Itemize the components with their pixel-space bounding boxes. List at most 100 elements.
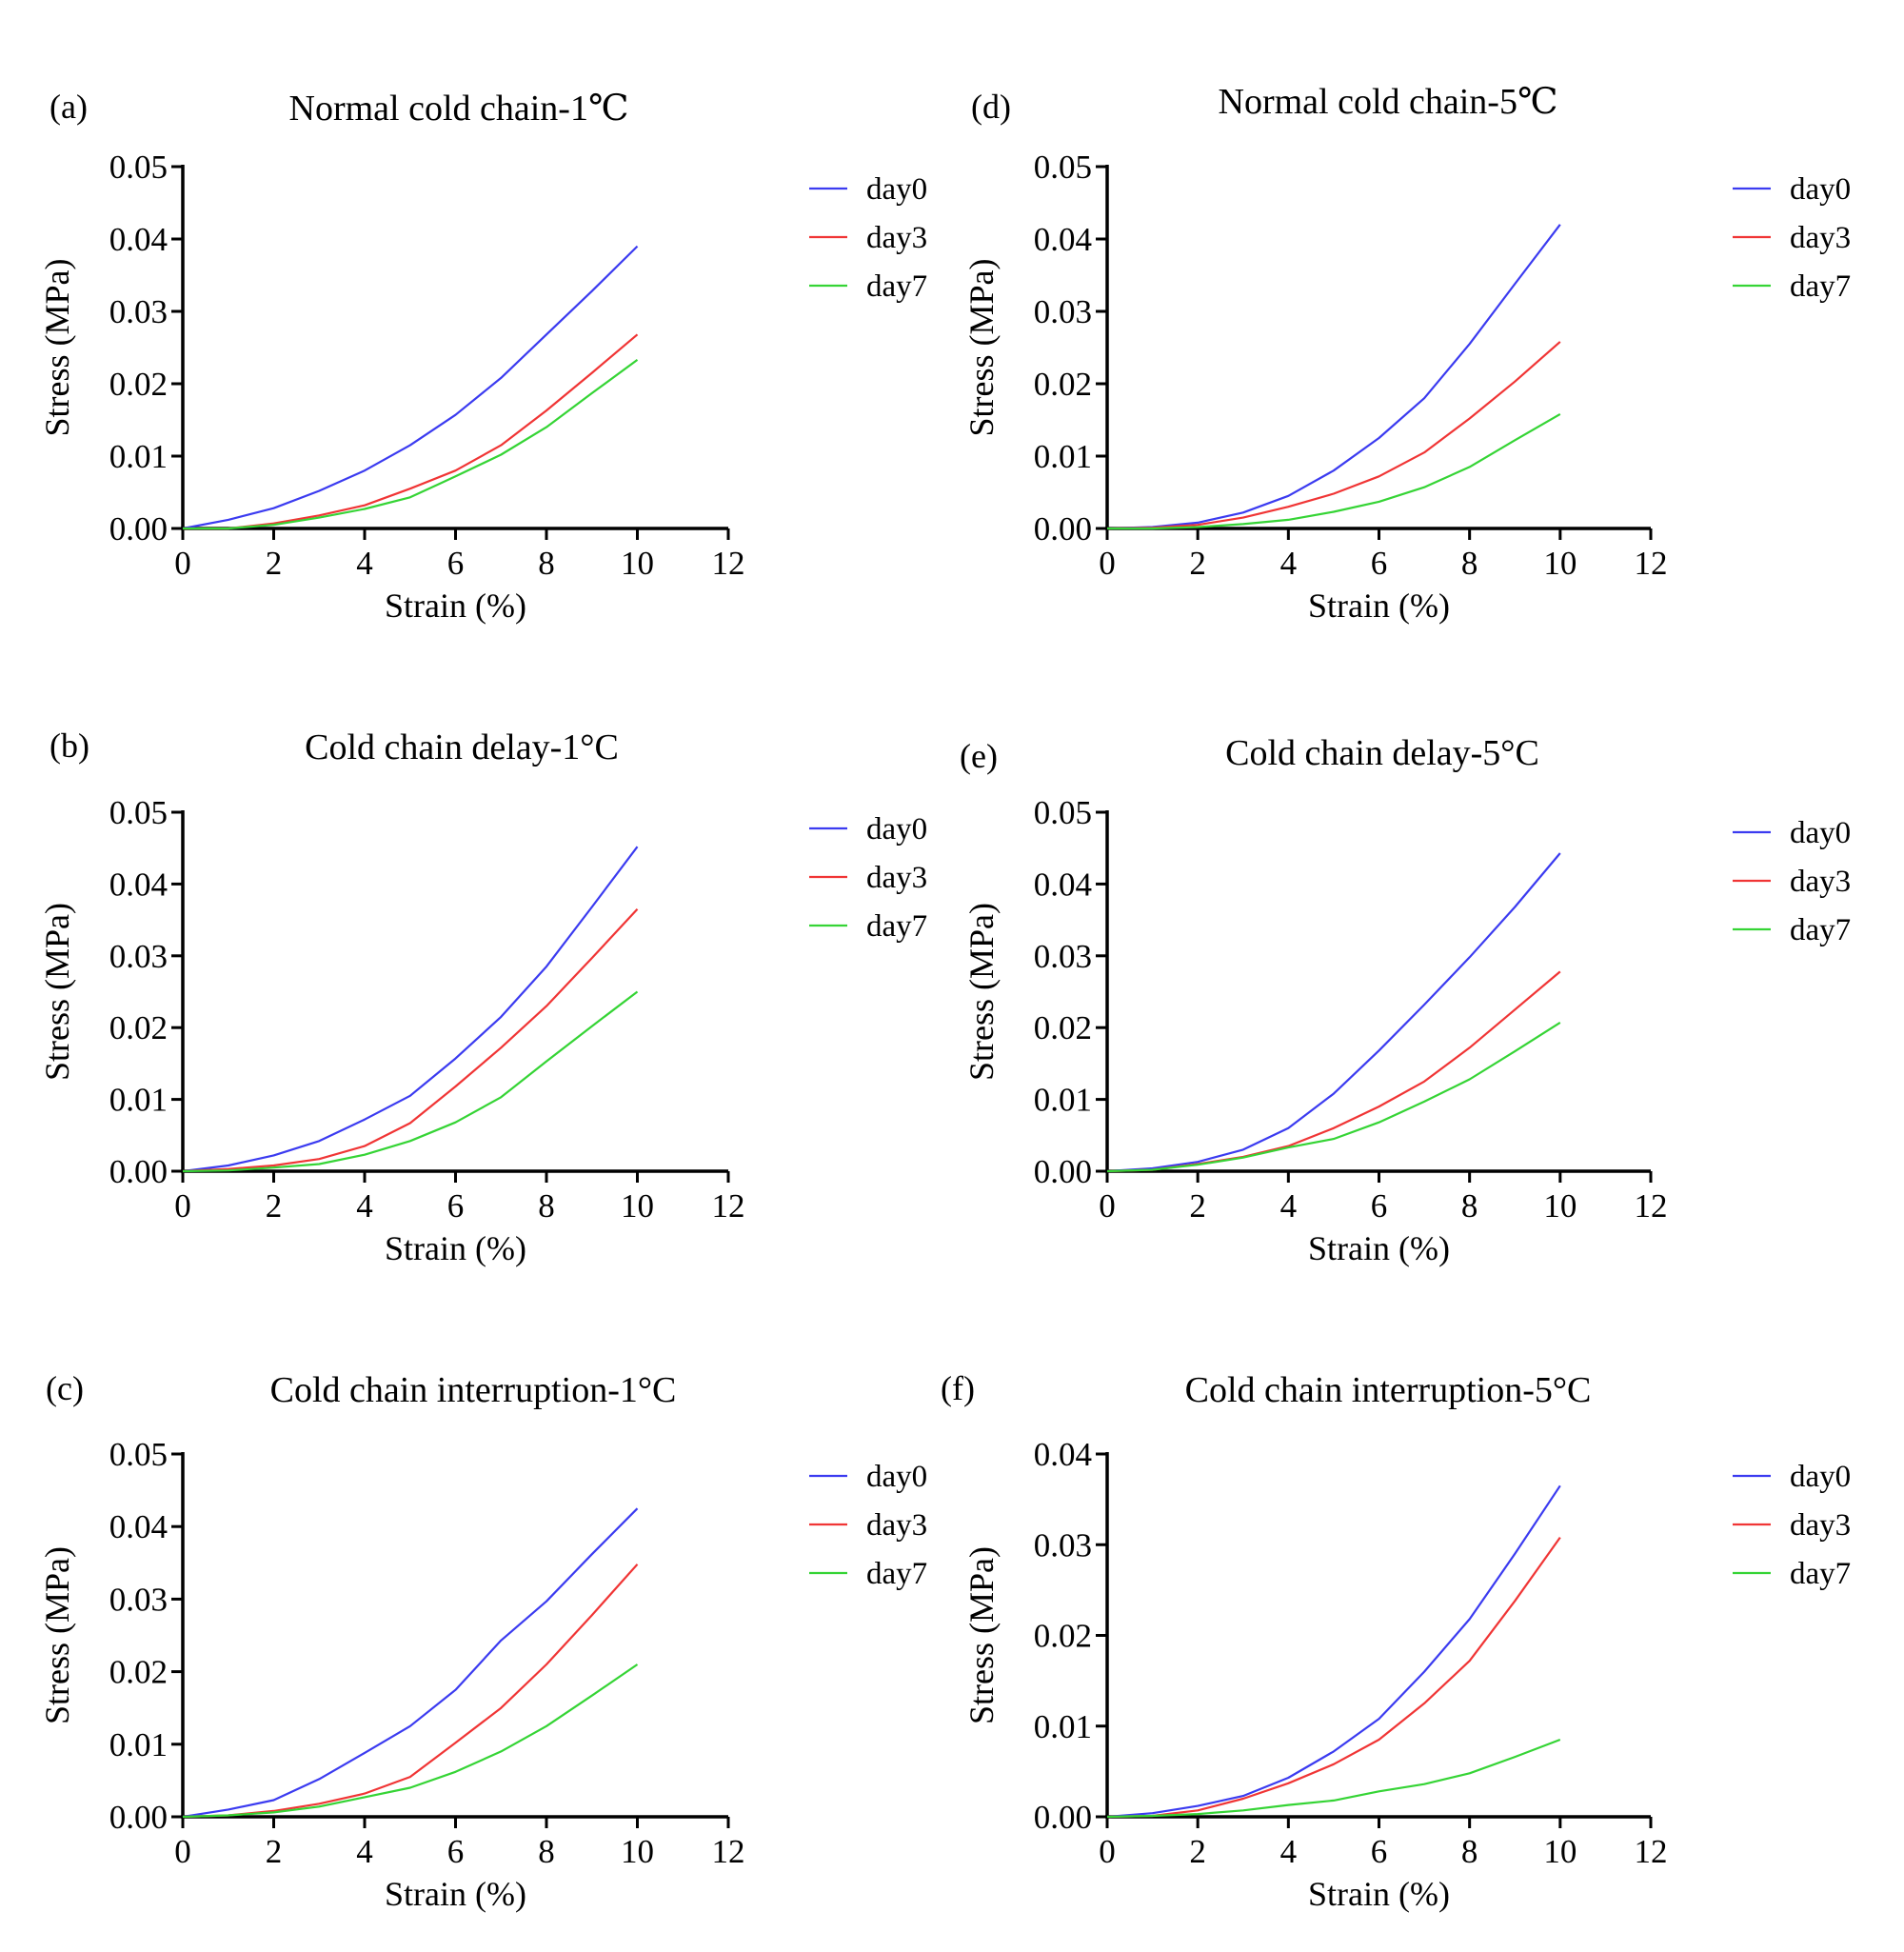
- x-tick-label: 4: [1280, 545, 1298, 582]
- series-line-day0: [1106, 852, 1561, 1173]
- series-line-day3: [182, 1564, 639, 1819]
- chart-panel-a: (a) Normal cold chain-1℃ 0 2 4 6 8 10 12 0.00 0.01…: [38, 88, 927, 625]
- legend: day0 day3 day7: [1733, 1460, 1851, 1591]
- panel-label: (a): [50, 88, 88, 126]
- y-tick-label: 0.04: [109, 221, 168, 258]
- y-tick-label: 0.02: [1034, 1618, 1092, 1655]
- y-tick-label: 0.03: [109, 1581, 168, 1618]
- y-axis-label: Stress (MPa): [38, 259, 76, 437]
- y-tick-label: 0.05: [109, 149, 168, 186]
- legend-label: day7: [1790, 269, 1851, 304]
- x-tick-label: 8: [1461, 545, 1478, 582]
- legend-label: day3: [1790, 865, 1851, 899]
- y-tick-label: 0.05: [1034, 149, 1092, 186]
- chart-title: Normal cold chain-1℃: [289, 89, 629, 129]
- chart-panel-f: (f) Cold chain interruption-5°C 0 2 4 6 8 10 12 0…: [941, 1369, 1851, 1913]
- series-line-day0: [1106, 1484, 1561, 1819]
- series-line-day3: [1106, 1536, 1561, 1819]
- x-tick-label: 0: [174, 545, 191, 582]
- x-tick-label: 10: [621, 545, 654, 582]
- y-tick-label: 0.03: [1034, 938, 1092, 975]
- series-line-day3: [1106, 970, 1561, 1173]
- y-tick-label: 0.00: [1034, 1799, 1092, 1836]
- x-tick-label: 12: [1635, 545, 1668, 582]
- legend: day0 day3 day7: [1733, 172, 1851, 304]
- y-tick-label: 0.00: [1034, 1153, 1092, 1190]
- y-axis-label: Stress (MPa): [962, 903, 1001, 1081]
- x-tick-label: 8: [538, 1187, 555, 1225]
- y-tick-label: 0.00: [109, 510, 168, 548]
- x-tick-label: 6: [447, 545, 465, 582]
- panel-label: (c): [46, 1369, 84, 1407]
- y-tick-label: 0.01: [109, 438, 168, 475]
- x-tick-label: 6: [1371, 545, 1388, 582]
- x-tick-label: 4: [356, 545, 373, 582]
- x-tick-label: 10: [1543, 545, 1577, 582]
- series-line-day0: [1106, 224, 1561, 530]
- series-line-day3: [183, 333, 639, 530]
- legend-label: day0: [1790, 816, 1851, 850]
- y-tick-label: 0.01: [1034, 1082, 1092, 1119]
- x-tick-label: 10: [1543, 1187, 1577, 1225]
- series-line-day7: [1107, 412, 1561, 530]
- legend-label: day3: [866, 221, 927, 255]
- x-tick-label: 12: [712, 1833, 745, 1870]
- x-tick-label: 2: [1189, 1187, 1206, 1225]
- y-tick-label: 0.04: [1034, 866, 1092, 903]
- x-tick-label: 0: [1099, 1833, 1116, 1870]
- chart-panel-e: (e) Cold chain delay-5°C 0 2 4 6 8 10 12 0.00 0.01…: [960, 733, 1851, 1267]
- legend: day0 day3 day7: [1733, 816, 1851, 947]
- x-tick-label: 8: [1461, 1833, 1478, 1870]
- y-tick-label: 0.02: [1034, 366, 1092, 403]
- y-tick-label: 0.00: [109, 1153, 168, 1190]
- x-tick-label: 2: [266, 545, 283, 582]
- y-tick-label: 0.01: [109, 1082, 168, 1119]
- legend-label: day0: [866, 1460, 927, 1494]
- legend-label: day0: [1790, 1460, 1851, 1494]
- y-tick-label: 0.01: [1034, 438, 1092, 475]
- x-tick-label: 2: [1189, 1833, 1206, 1870]
- x-tick-label: 0: [1099, 545, 1116, 582]
- x-tick-label: 6: [447, 1833, 465, 1870]
- x-tick-label: 6: [447, 1187, 465, 1225]
- x-axis-label: Strain (%): [1308, 1229, 1450, 1267]
- legend-label: day0: [866, 172, 927, 207]
- y-tick-label: 0.04: [1034, 1436, 1092, 1473]
- y-tick-label: 0.03: [1034, 293, 1092, 330]
- x-tick-label: 6: [1371, 1187, 1388, 1225]
- chart-title: Cold chain interruption-5°C: [1185, 1370, 1592, 1410]
- x-tick-label: 2: [266, 1187, 283, 1225]
- y-tick-label: 0.04: [109, 866, 168, 903]
- chart-panel-c: (c) Cold chain interruption-1°C 0 2 4 6 8 10 12 0…: [38, 1369, 927, 1913]
- y-tick-label: 0.03: [1034, 1526, 1092, 1564]
- y-tick-label: 0.02: [1034, 1009, 1092, 1046]
- y-tick-label: 0.00: [109, 1799, 168, 1836]
- series-line-day0: [182, 1507, 639, 1819]
- x-tick-label: 2: [1189, 545, 1206, 582]
- x-tick-label: 8: [538, 545, 555, 582]
- legend-label: day0: [1790, 172, 1851, 207]
- legend-label: day7: [866, 269, 927, 304]
- y-axis-label: Stress (MPa): [962, 259, 1001, 437]
- y-tick-label: 0.04: [109, 1508, 168, 1545]
- series-line-day0: [182, 245, 639, 530]
- y-tick-label: 0.05: [1034, 794, 1092, 831]
- chart-panel-b: (b) Cold chain delay-1°C 0 2 4 6 8 10 12 0.00 0.01…: [38, 727, 927, 1267]
- y-tick-label: 0.04: [1034, 221, 1092, 258]
- chart-title: Cold chain interruption-1°C: [270, 1370, 677, 1410]
- y-tick-label: 0.00: [1034, 510, 1092, 548]
- x-tick-label: 8: [1461, 1187, 1478, 1225]
- x-tick-label: 10: [621, 1187, 654, 1225]
- x-tick-label: 12: [1635, 1187, 1668, 1225]
- panel-label: (b): [50, 727, 89, 765]
- legend: day0 day3 day7: [809, 172, 927, 304]
- x-axis-label: Strain (%): [1308, 1875, 1450, 1913]
- x-tick-label: 8: [538, 1833, 555, 1870]
- y-tick-label: 0.05: [109, 1436, 168, 1473]
- legend-label: day7: [1790, 913, 1851, 947]
- x-axis-label: Strain (%): [385, 1229, 526, 1267]
- x-tick-label: 12: [712, 545, 745, 582]
- x-axis-label: Strain (%): [1308, 587, 1450, 625]
- y-tick-label: 0.05: [109, 794, 168, 831]
- x-axis-label: Strain (%): [385, 587, 526, 625]
